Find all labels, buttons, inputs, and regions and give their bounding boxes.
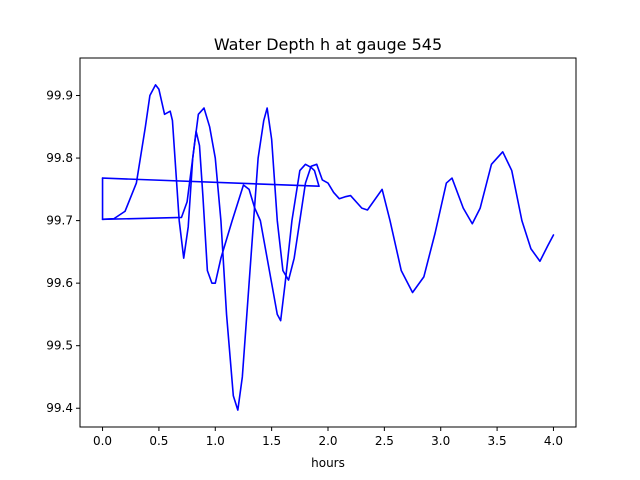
- x-tick-label: 1.0: [206, 434, 225, 448]
- series-line-3: [101, 107, 555, 411]
- x-tick-label: 3.5: [488, 434, 507, 448]
- series-line-2: [101, 177, 320, 188]
- x-tick-label: 1.5: [262, 434, 281, 448]
- x-axis-label: hours: [311, 456, 345, 470]
- series-line-1: [101, 84, 320, 322]
- x-tick-label: 0.0: [93, 434, 112, 448]
- x-tick-label: 3.0: [431, 434, 450, 448]
- x-tick-label: 2.5: [375, 434, 394, 448]
- y-tick-label: 99.7: [46, 214, 73, 228]
- y-tick-label: 99.9: [46, 89, 73, 103]
- x-tick-label: 2.0: [318, 434, 337, 448]
- y-tick-label: 99.6: [46, 276, 73, 290]
- y-tick-label: 99.5: [46, 339, 73, 353]
- chart-title: Water Depth h at gauge 545: [214, 35, 442, 54]
- x-tick-label: 4.0: [544, 434, 563, 448]
- plot-area-background: [80, 58, 576, 427]
- y-axis-ticks: 99.4 99.5 99.6 99.7 99.8 99.9: [46, 89, 80, 415]
- y-tick-label: 99.4: [46, 401, 73, 415]
- x-axis-ticks: 0.0 0.5 1.0 1.5 2.0 2.5 3.0 3.5 4.0: [93, 427, 563, 448]
- x-tick-label: 0.5: [149, 434, 168, 448]
- y-tick-label: 99.8: [46, 151, 73, 165]
- series-layer: [101, 84, 555, 411]
